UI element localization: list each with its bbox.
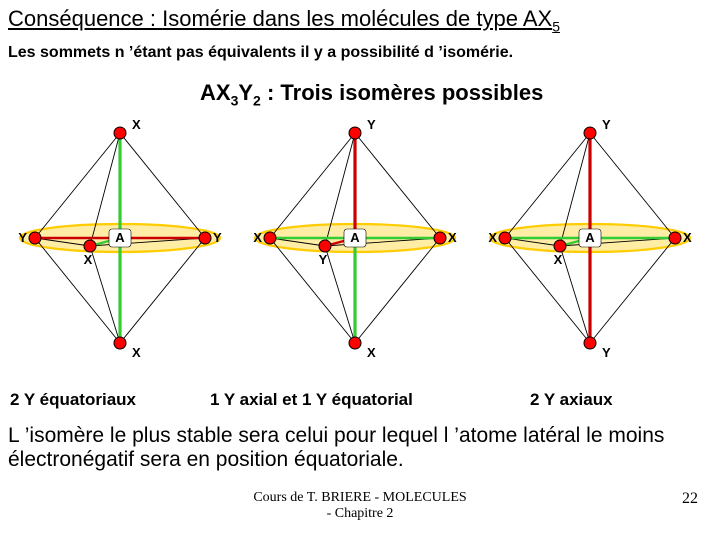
formula-suffix: Trois isomères possibles	[280, 80, 543, 105]
title-main: Isomérie dans les molécules de type AX	[162, 6, 552, 31]
subtitle-text: Les sommets n ’étant pas équivalents il …	[8, 44, 513, 62]
bipyramid-diagram: A X X Y Y X	[10, 108, 230, 368]
svg-text:X: X	[488, 230, 497, 245]
svg-text:X: X	[84, 252, 93, 267]
footer-line1: Cours de T. BRIERE - MOLECULES	[253, 490, 466, 505]
formula-sub2: 2	[253, 92, 261, 108]
caption-left: 2 Y équatoriaux	[10, 390, 136, 410]
svg-text:Y: Y	[367, 117, 376, 132]
svg-text:Y: Y	[319, 252, 328, 267]
svg-text:A: A	[350, 230, 360, 245]
caption-right: 2 Y axiaux	[530, 390, 613, 410]
svg-text:X: X	[554, 252, 563, 267]
svg-text:Y: Y	[213, 230, 222, 245]
formula-line: AX3Y2 : Trois isomères possibles	[200, 80, 543, 108]
conclusion-text: L ’isomère le plus stable sera celui pou…	[8, 424, 708, 472]
bipyramid-diagram: A Y Y X X X	[480, 108, 700, 368]
svg-text:X: X	[448, 230, 457, 245]
svg-text:X: X	[132, 345, 141, 360]
svg-text:X: X	[367, 345, 376, 360]
formula-y: Y	[238, 80, 253, 105]
page-number: 22	[682, 490, 698, 508]
page-title: Conséquence : Isomérie dans les molécule…	[8, 6, 560, 34]
title-subscript: 5	[552, 18, 560, 34]
svg-text:Y: Y	[18, 230, 27, 245]
svg-text:A: A	[115, 230, 125, 245]
footer: Cours de T. BRIERE - MOLECULES - Chapitr…	[0, 490, 720, 522]
footer-line2: - Chapitre 2	[327, 506, 394, 521]
svg-text:X: X	[132, 117, 141, 132]
svg-text:X: X	[253, 230, 262, 245]
formula-ax: AX	[200, 80, 231, 105]
svg-text:Y: Y	[602, 345, 611, 360]
formula-sep: :	[261, 80, 281, 105]
caption-mid: 1 Y axial et 1 Y équatorial	[210, 390, 413, 410]
svg-text:Y: Y	[602, 117, 611, 132]
title-prefix: Conséquence :	[8, 6, 162, 31]
svg-text:A: A	[585, 230, 595, 245]
svg-text:X: X	[683, 230, 692, 245]
bipyramid-diagram: A Y X X X Y	[245, 108, 465, 368]
